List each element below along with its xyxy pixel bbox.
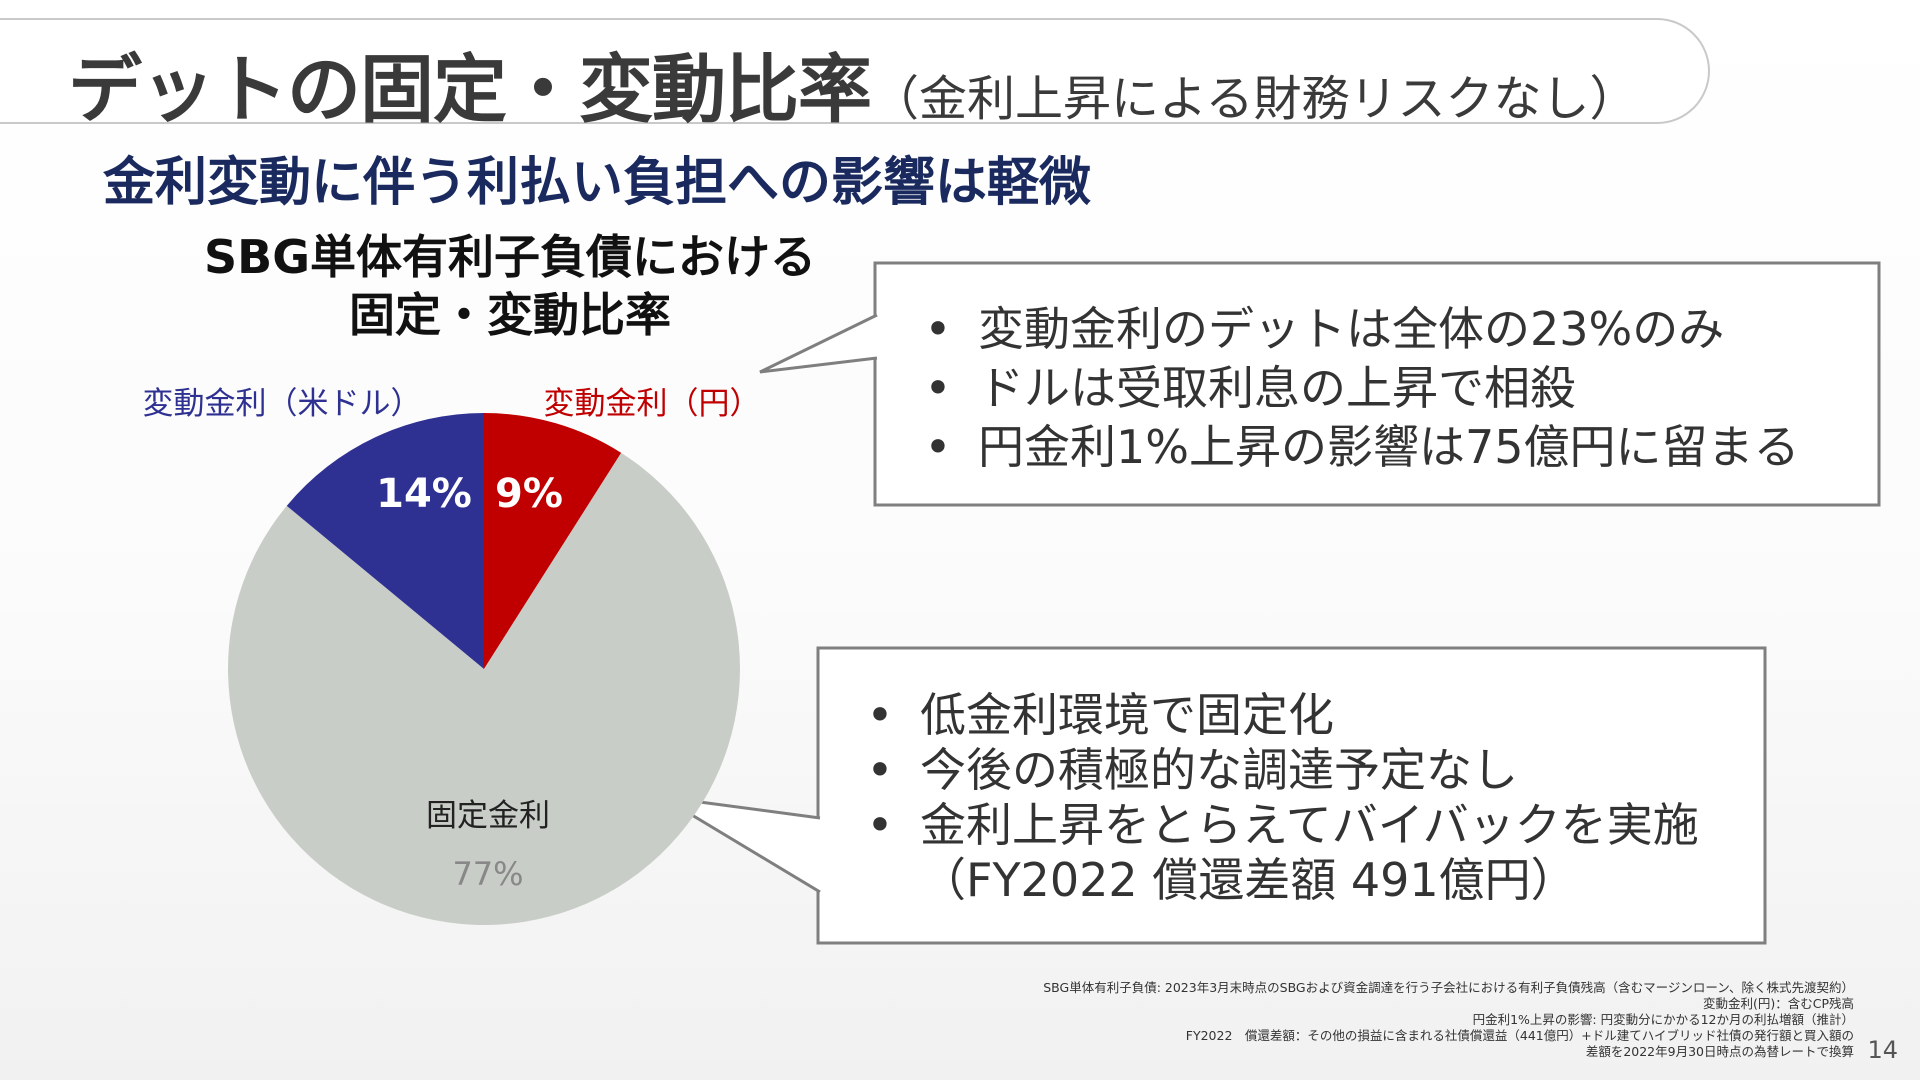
callout-2-item-text: 低金利環境で固定化 xyxy=(920,688,1334,742)
footnote-line: 差額を2022年9月30日時点の為替レートで換算 xyxy=(1585,1044,1854,1059)
callout-2-list: • 低金利環境で固定化 • 今後の積極的な調達予定なし • 金利上昇をとらえてバイバッ… xyxy=(850,688,1760,908)
callout-2-item: • 今後の積極的な調達予定なし xyxy=(850,743,1760,798)
page-number: 14 xyxy=(1867,1036,1898,1064)
chart-title: SBG単体有利子負債における 固定・変動比率 xyxy=(140,228,880,344)
footnote-line: 変動金利(円)：含むCP残高 xyxy=(1702,996,1854,1011)
page-subtitle: 金利変動に伴う利払い負担への影響は軽微 xyxy=(103,153,1092,213)
bullet-icon: • xyxy=(924,361,952,415)
bullet-icon: • xyxy=(866,798,894,852)
callout-1-item: • 変動金利のデットは全体の23%のみ xyxy=(908,300,1800,359)
callout-2-item: • 低金利環境で固定化 xyxy=(850,688,1760,743)
slice-name-usd-floating: 変動金利（米ドル） xyxy=(143,386,422,422)
footnotes: SBG単体有利子負債: 2023年3月末時点のSBGおよび資金調達を行う子会社に… xyxy=(1043,980,1854,1060)
callout-2-item-text: 今後の積極的な調達予定なし xyxy=(920,743,1518,797)
slice-value-label: 9% xyxy=(495,471,563,517)
callout-1-item-text: 円金利1%上昇の影響は75億円に留まる xyxy=(978,420,1800,474)
callout-box-1 xyxy=(759,261,1881,507)
callout-1-item-text: 変動金利のデットは全体の23%のみ xyxy=(978,302,1725,356)
pie-slice xyxy=(286,413,484,669)
callout-1-list: • 変動金利のデットは全体の23%のみ • ドルは受取利息の上昇で相殺 • 円金利1%… xyxy=(908,300,1800,477)
callout-1-item-text: ドルは受取利息の上昇で相殺 xyxy=(978,361,1576,415)
footnote-line: SBG単体有利子負債: 2023年3月末時点のSBGおよび資金調達を行う子会社に… xyxy=(1043,980,1854,995)
chart-title-line-1: SBG単体有利子負債における xyxy=(204,230,816,284)
slice-value-label: 77% xyxy=(452,855,523,893)
pie-slice xyxy=(484,413,622,669)
pie-slice xyxy=(227,452,741,925)
bullet-icon: • xyxy=(866,688,894,742)
callout-box-2 xyxy=(661,646,1767,945)
slice-value-label: 14% xyxy=(376,471,472,517)
slice-name-jpy-floating: 変動金利（円） xyxy=(544,386,761,422)
page-title-main: デットの固定・変動比率 xyxy=(68,47,872,133)
bullet-icon: • xyxy=(866,743,894,797)
footnote-line: FY2022 償還差額：その他の損益に含まれる社債償還益（441億円）+ドル建て… xyxy=(1185,1028,1854,1043)
bullet-icon: • xyxy=(924,302,952,356)
page-title: デットの固定・変動比率（金利上昇による財務リスクなし） xyxy=(68,30,1638,137)
pie-chart: 9% 固定金利 77% 14% xyxy=(227,413,741,925)
callout-1-item: • ドルは受取利息の上昇で相殺 xyxy=(908,359,1800,418)
slice-name-fixed: 固定金利 xyxy=(426,798,550,834)
footnote-line: 円金利1%上昇の影響: 円変動分にかかる12か月の利払増額（推計） xyxy=(1472,1012,1854,1027)
chart-title-line-2: 固定・変動比率 xyxy=(349,288,671,342)
callout-2-item-text: 金利上昇をとらえてバイバックを実施（FY2022 償還差額 491億円） xyxy=(920,798,1699,907)
callout-1-item: • 円金利1%上昇の影響は75億円に留まる xyxy=(908,418,1800,477)
callout-2-item: • 金利上昇をとらえてバイバックを実施（FY2022 償還差額 491億円） xyxy=(850,798,1760,908)
bullet-icon: • xyxy=(924,420,952,474)
title-banner xyxy=(0,18,1710,124)
page-title-sub: （金利上昇による財務リスクなし） xyxy=(871,71,1638,127)
